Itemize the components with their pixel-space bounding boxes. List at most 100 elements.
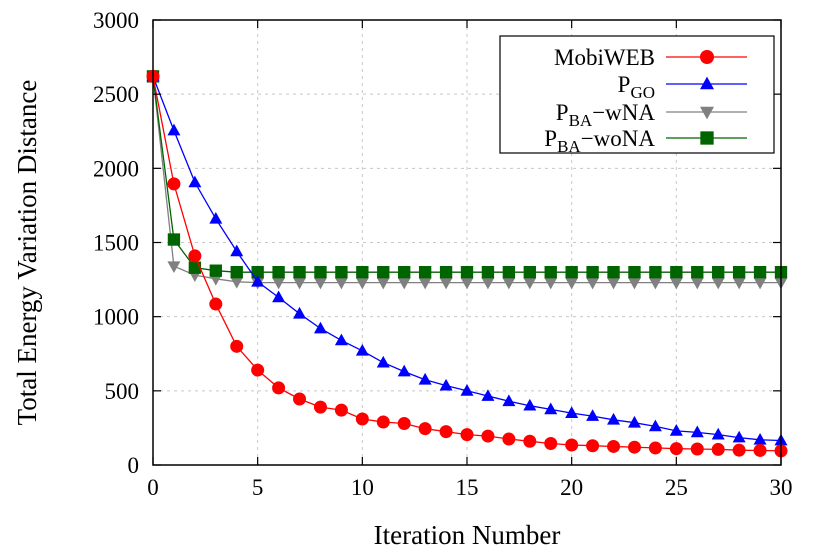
data-point — [397, 416, 411, 430]
data-point — [481, 429, 495, 443]
data-point — [313, 400, 327, 414]
x-tick-label: 25 — [665, 475, 688, 500]
data-point — [418, 372, 432, 385]
data-point — [376, 277, 390, 290]
data-point — [334, 277, 348, 290]
data-point — [607, 265, 620, 279]
y-axis-title: Total Energy Variation Distance — [12, 80, 42, 426]
data-point — [355, 277, 369, 290]
data-point — [753, 277, 767, 290]
data-point — [732, 430, 746, 443]
data-point — [586, 439, 600, 453]
data-point — [251, 265, 264, 279]
data-point — [397, 364, 411, 377]
series-pba-wna — [146, 71, 788, 290]
data-point — [230, 276, 244, 289]
data-point — [293, 392, 307, 406]
data-point — [481, 265, 495, 279]
data-point — [690, 277, 704, 290]
data-point — [753, 265, 767, 279]
legend-label: PBA−woNA — [544, 126, 655, 156]
data-point — [565, 265, 578, 279]
data-point — [544, 436, 558, 450]
data-point — [209, 211, 223, 224]
y-tick-label: 2500 — [93, 82, 139, 107]
x-tick-label: 20 — [560, 475, 583, 500]
data-point — [670, 265, 683, 279]
data-point — [607, 412, 621, 425]
data-point — [523, 265, 536, 279]
data-point — [418, 422, 432, 436]
data-point — [230, 244, 244, 257]
data-point — [313, 321, 327, 334]
data-point — [313, 277, 327, 290]
x-tick-label: 10 — [351, 475, 374, 500]
data-point — [188, 261, 202, 274]
data-point — [732, 277, 746, 290]
data-point — [439, 378, 453, 391]
series-pgo — [146, 69, 788, 446]
plot-series — [146, 69, 788, 458]
data-point — [209, 297, 223, 311]
legend-marker — [700, 76, 714, 90]
data-point — [711, 427, 725, 440]
data-point — [272, 277, 286, 290]
data-point — [251, 274, 265, 287]
legend-label-main: P — [556, 100, 569, 125]
data-point — [376, 355, 390, 368]
data-point — [251, 363, 265, 377]
data-point — [167, 261, 181, 274]
data-point — [669, 277, 683, 290]
data-point — [627, 277, 641, 290]
data-point — [711, 277, 725, 290]
data-point — [627, 440, 641, 454]
y-tick-label: 3000 — [93, 8, 139, 33]
data-point — [418, 265, 432, 279]
data-point — [544, 402, 558, 415]
data-point — [398, 265, 411, 279]
y-tick-label: 1500 — [93, 231, 139, 256]
data-point — [523, 434, 537, 448]
data-point — [711, 442, 725, 456]
data-point — [439, 265, 453, 279]
data-point — [293, 306, 307, 319]
data-point — [397, 277, 411, 290]
data-point — [690, 425, 704, 438]
data-point — [272, 381, 286, 395]
data-point — [209, 273, 223, 286]
x-tick-label: 15 — [456, 475, 479, 500]
data-point — [586, 277, 600, 290]
data-point — [272, 265, 285, 279]
data-point — [607, 439, 621, 453]
legend-label-subscript: GO — [630, 83, 655, 102]
legend-label-suffix: −wNA — [592, 100, 655, 125]
data-point — [586, 265, 599, 279]
data-point — [460, 384, 474, 396]
data-point — [167, 177, 181, 191]
data-point — [523, 398, 537, 411]
data-point — [502, 394, 516, 407]
data-point — [669, 442, 683, 456]
series-pba-wona — [146, 70, 788, 279]
y-tick-label: 1000 — [93, 305, 139, 330]
legend-label-main: P — [618, 72, 631, 97]
data-point — [502, 277, 516, 290]
data-point — [356, 265, 369, 279]
data-point — [188, 249, 202, 263]
legend-label: PBA−wNA — [556, 100, 656, 130]
data-point — [753, 443, 767, 457]
data-point — [188, 175, 202, 188]
data-point — [355, 412, 369, 426]
legend-marker — [700, 50, 714, 64]
data-point — [690, 442, 704, 456]
data-point — [732, 443, 746, 457]
data-point — [293, 265, 306, 279]
legend-label-subscript: BA — [557, 137, 581, 156]
data-point — [607, 277, 621, 290]
data-point — [565, 438, 579, 452]
x-axis-title: Iteration Number — [374, 520, 561, 550]
axis-ticks: 0 5 10 15 20 25 30 0 500 1000 1500 2000 2500 3000 — [93, 8, 793, 500]
data-point — [272, 290, 286, 303]
